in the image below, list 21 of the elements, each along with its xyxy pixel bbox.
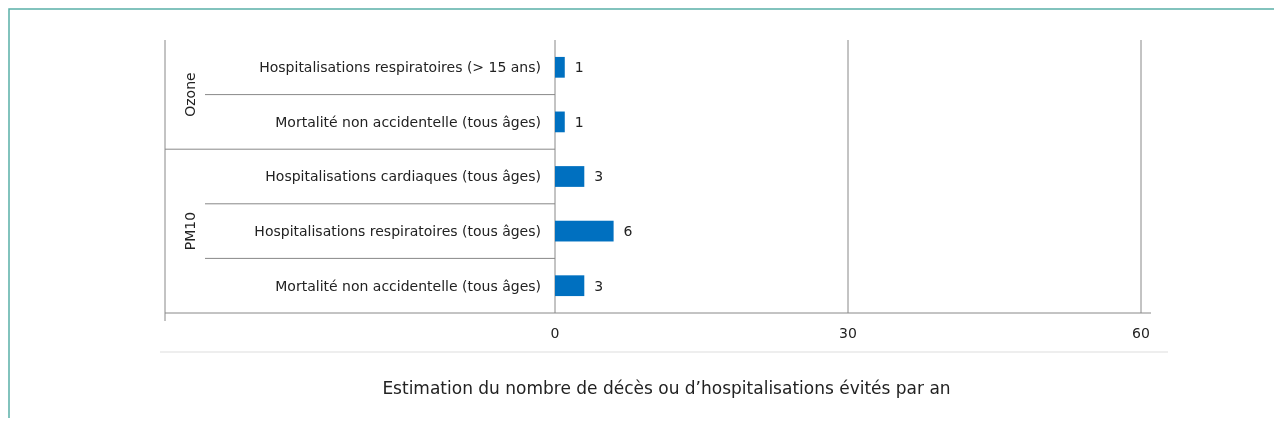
y-tick-label: Mortalité non accidentelle (tous âges): [275, 277, 541, 294]
y-tick-label: Hospitalisations respiratoires (tous âges): [254, 223, 541, 239]
x-axis-title: Estimation du nombre de décès ou d’hospitalisations évités par an: [382, 378, 951, 398]
x-tick-label: 60: [1132, 325, 1150, 341]
bar: [555, 166, 585, 187]
bar: [555, 275, 585, 297]
y-tick-label: Hospitalisations cardiaques (tous âges): [265, 168, 541, 185]
bar: [555, 111, 565, 133]
text: PM10: [181, 211, 198, 251]
bar: [555, 56, 565, 78]
data-label: 1: [574, 113, 584, 130]
x-tick-label: 30: [839, 325, 857, 341]
data-label: 3: [594, 277, 604, 294]
y-tick-label: Hospitalisations respiratoires (> 15 ans): [259, 59, 541, 76]
bar: [555, 220, 614, 242]
y-tick-label: Mortalité non accidentelle (tous âges): [275, 113, 541, 130]
data-label: 1: [574, 59, 584, 76]
text: Ozone: [181, 72, 198, 117]
data-label: 3: [594, 168, 604, 185]
x-tick-label: 0: [550, 325, 560, 341]
data-label: 6: [623, 223, 633, 239]
